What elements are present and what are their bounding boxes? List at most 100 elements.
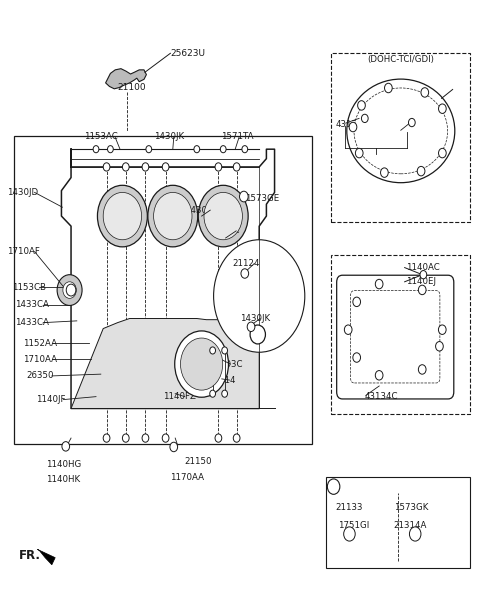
Circle shape [439,149,446,158]
Circle shape [210,347,216,354]
Text: 1140FZ: 1140FZ [163,392,196,401]
Circle shape [419,365,426,374]
Text: 25623U: 25623U [170,49,205,58]
Text: 43134C: 43134C [336,120,370,129]
Text: 1710AA: 1710AA [23,355,57,364]
Text: 1140AC: 1140AC [406,263,439,272]
Text: 43134C: 43134C [365,392,398,401]
Text: 1430JK: 1430JK [185,205,215,215]
Circle shape [417,166,425,176]
Circle shape [220,146,226,153]
Circle shape [247,322,255,332]
Text: 1751GI: 1751GI [338,521,370,530]
Text: 1571TA: 1571TA [221,131,253,141]
Circle shape [233,163,240,171]
Circle shape [66,284,76,296]
Circle shape [349,123,357,132]
Circle shape [142,434,149,442]
Text: 1153CB: 1153CB [12,282,46,292]
Circle shape [122,434,129,442]
Circle shape [170,442,178,452]
Circle shape [194,146,200,153]
Circle shape [108,146,113,153]
Circle shape [435,342,443,351]
Circle shape [344,527,355,541]
Circle shape [215,434,222,442]
Circle shape [175,331,228,397]
Text: 1170AA: 1170AA [170,473,204,482]
Text: 1140EJ: 1140EJ [406,277,435,287]
Polygon shape [71,318,259,408]
Circle shape [353,353,360,362]
Text: 21124: 21124 [233,259,260,268]
Text: 21150: 21150 [185,457,212,466]
Text: 1430JK: 1430JK [240,314,270,323]
Bar [14,136,312,444]
Circle shape [375,371,383,380]
Circle shape [384,83,392,93]
Text: 1430JK: 1430JK [154,131,184,141]
FancyBboxPatch shape [336,275,454,399]
Circle shape [408,118,415,127]
Text: 1153AC: 1153AC [84,131,118,141]
Text: 1573GE: 1573GE [245,194,279,203]
Circle shape [439,104,446,114]
Text: a: a [255,330,261,339]
Text: 21100: 21100 [118,83,146,92]
Circle shape [154,192,192,240]
Circle shape [381,168,388,178]
Text: 43180A: 43180A [365,146,398,156]
Circle shape [233,434,240,442]
Text: a: a [331,482,336,491]
Circle shape [122,163,129,171]
Circle shape [353,297,360,307]
Circle shape [57,275,82,305]
Circle shape [421,88,429,97]
Circle shape [162,434,169,442]
Circle shape [63,282,76,298]
Text: 1710AF: 1710AF [7,247,40,256]
Polygon shape [106,69,146,89]
Circle shape [198,185,248,247]
Bar [331,53,470,222]
Polygon shape [37,549,55,565]
Text: 1152AA: 1152AA [23,339,57,348]
Circle shape [250,325,265,344]
Circle shape [222,347,228,354]
Circle shape [375,279,383,289]
Circle shape [103,163,110,171]
Text: 1433CA: 1433CA [15,300,49,310]
Text: 1140HG: 1140HG [46,460,81,469]
FancyBboxPatch shape [350,291,440,383]
Circle shape [358,101,365,110]
Ellipse shape [354,88,447,174]
Circle shape [142,163,149,171]
Text: 1430JD: 1430JD [7,188,38,197]
Circle shape [146,146,152,153]
Circle shape [214,240,305,352]
Circle shape [222,390,228,397]
Circle shape [97,185,147,247]
Circle shape [420,271,427,279]
Circle shape [103,192,142,240]
Bar [326,477,470,568]
Text: 1433CA: 1433CA [15,318,49,327]
Circle shape [409,527,421,541]
Circle shape [62,442,70,451]
Text: 11403C: 11403C [209,359,242,369]
Circle shape [103,434,110,442]
Circle shape [438,325,446,334]
Text: 21114: 21114 [209,375,236,385]
Circle shape [148,185,198,247]
Circle shape [180,338,223,390]
Circle shape [210,390,216,397]
Circle shape [419,285,426,295]
Text: 21133: 21133 [335,503,362,513]
Text: (DOHC-TCI/GDI): (DOHC-TCI/GDI) [367,54,434,64]
Circle shape [162,163,169,171]
Text: 1573GK: 1573GK [394,503,428,513]
Circle shape [344,325,352,334]
Text: FR.: FR. [19,549,41,562]
Text: 21124: 21124 [394,127,421,136]
Circle shape [361,114,368,123]
